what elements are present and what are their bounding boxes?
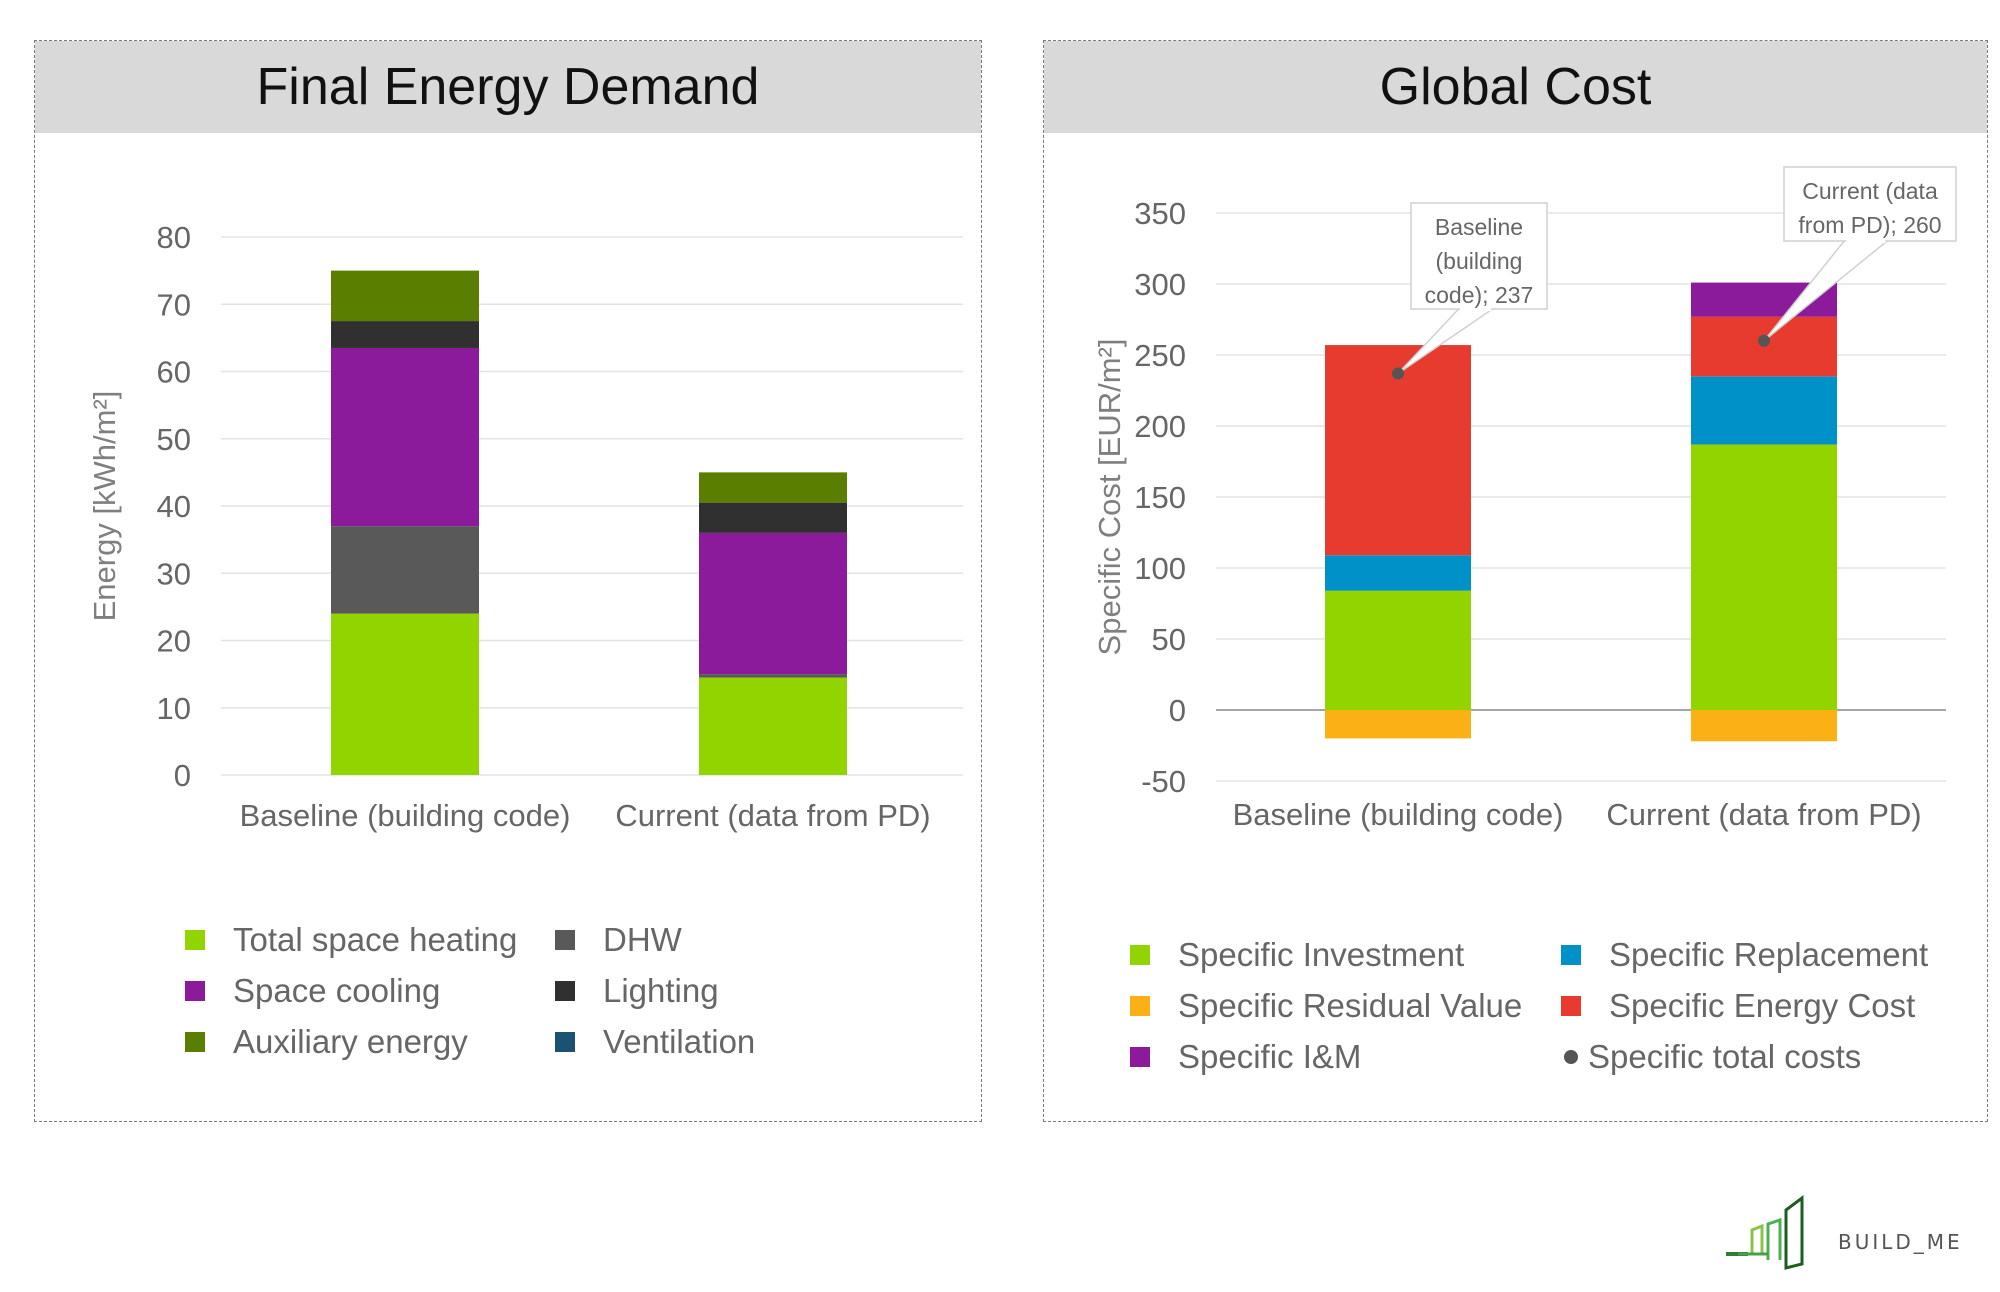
chart-title: Final Energy Demand	[35, 41, 981, 133]
bar-segment	[699, 677, 847, 775]
bar-segment	[1325, 345, 1471, 556]
legend-item: Specific Investment	[1130, 936, 1464, 974]
y-tick-label: 350	[1134, 196, 1186, 231]
bar-segment	[1325, 710, 1471, 739]
legend-label: Lighting	[603, 972, 719, 1009]
bar-segment	[331, 347, 479, 527]
y-tick-label: 300	[1134, 267, 1186, 302]
y-tick-label: 20	[157, 624, 191, 659]
callout-box	[1783, 166, 1957, 242]
y-tick-label: -50	[1141, 764, 1186, 799]
y-tick-label: 70	[157, 287, 191, 322]
legend-label: Ventilation	[603, 1023, 756, 1060]
y-tick-label: 250	[1134, 338, 1186, 373]
legend-item: Specific Replacement	[1561, 936, 1928, 974]
y-axis-label: Specific Cost [EUR/m²]	[1092, 339, 1127, 656]
bar-segment	[699, 674, 847, 678]
bar-segment	[1691, 376, 1837, 445]
legend-label: Total space heating	[233, 921, 518, 958]
legend-item: DHW	[555, 921, 682, 959]
callout-joint	[1845, 239, 1886, 243]
y-tick-label: 60	[157, 355, 191, 390]
callout-joint	[1459, 307, 1492, 311]
build-me-logo: BUILD_ME	[1718, 1190, 1988, 1280]
x-category-label: Current (data from PD)	[1606, 797, 1921, 832]
total-cost-point	[1758, 334, 1770, 347]
y-tick-label: 150	[1134, 480, 1186, 515]
legend-swatch	[185, 930, 205, 950]
bar-segment	[699, 502, 847, 533]
y-tick-label: 200	[1134, 409, 1186, 444]
legend-swatch	[1564, 1050, 1578, 1064]
bar-segment	[331, 613, 479, 775]
callout-box	[1410, 202, 1548, 310]
legend-swatch	[555, 981, 575, 1001]
legend-swatch	[185, 1032, 205, 1052]
legend-item: Lighting	[555, 972, 719, 1010]
legend-swatch	[1561, 996, 1581, 1016]
bar-segment	[1691, 444, 1837, 710]
data-label: Baseline	[1435, 214, 1523, 240]
legend-swatch	[1130, 996, 1150, 1016]
legend-label: DHW	[603, 921, 682, 958]
bar-segment	[331, 321, 479, 348]
logo-text: BUILD_ME	[1838, 1230, 1963, 1254]
bar-segment	[1691, 710, 1837, 742]
legend-item: Specific Residual Value	[1130, 987, 1522, 1025]
legend-item: Specific I&M	[1130, 1038, 1361, 1076]
y-tick-label: 0	[1169, 693, 1186, 728]
y-tick-label: 100	[1134, 551, 1186, 586]
y-tick-label: 0	[174, 758, 191, 793]
legend-swatch	[1561, 945, 1581, 965]
legend-label: Space cooling	[233, 972, 441, 1009]
legend-item: Auxiliary energy	[185, 1023, 468, 1061]
final-energy-demand-panel: Final Energy Demand 0 10 20 30 40 50 60 70 80 Ene…	[34, 40, 982, 1122]
bar-segment	[331, 526, 479, 614]
legend-item: Ventilation	[555, 1023, 755, 1061]
y-tick-label: 30	[157, 556, 191, 591]
x-category-label: Baseline (building code)	[240, 798, 571, 833]
chart-title: Global Cost	[1044, 41, 1987, 133]
legend-item: Space cooling	[185, 972, 440, 1010]
y-tick-label: 50	[157, 422, 191, 457]
legend-label: Specific Investment	[1178, 936, 1465, 973]
legend-item: Total space heating	[185, 921, 517, 959]
legend-swatch	[1130, 945, 1150, 965]
y-tick-label: 40	[157, 489, 191, 524]
y-tick-label: 80	[157, 220, 191, 255]
x-category-label: Baseline (building code)	[1233, 797, 1564, 832]
data-label: code); 237	[1425, 282, 1534, 308]
y-tick-label: 10	[157, 691, 191, 726]
legend-swatch	[555, 1032, 575, 1052]
total-cost-point	[1392, 367, 1404, 380]
energy-chart: 0 10 20 30 40 50 60 70 80 Energy [kWh/m²] Baseline…	[87, 220, 963, 833]
data-label: (building	[1436, 248, 1523, 274]
y-tick-label: 50	[1152, 622, 1186, 657]
legend-label: Specific Replacement	[1609, 936, 1929, 973]
legend-label: Specific I&M	[1178, 1038, 1362, 1075]
legend-label: Auxiliary energy	[233, 1023, 468, 1060]
legend-swatch	[555, 930, 575, 950]
data-label: from PD); 260	[1798, 212, 1941, 238]
bar-segment	[1325, 555, 1471, 591]
data-label: Current (data	[1802, 178, 1938, 204]
global-cost-panel: Global Cost -50 0 50 100 150 200 250 300 350 Spec…	[1043, 40, 1988, 1122]
legend-item: Specific total costs	[1561, 1038, 1861, 1076]
bar-segment	[331, 270, 479, 322]
bar-segment	[699, 532, 847, 675]
y-axis-label: Energy [kWh/m²]	[87, 391, 122, 622]
cost-chart: -50 0 50 100 150 200 250 300 350 Specific Cost [E…	[1092, 166, 1957, 832]
x-category-label: Current (data from PD)	[615, 798, 930, 833]
legend-label: Specific Residual Value	[1178, 987, 1523, 1024]
legend-item: Specific Energy Cost	[1561, 987, 1915, 1025]
legend-label: Specific Energy Cost	[1609, 987, 1916, 1024]
legend-label: Specific total costs	[1588, 1038, 1862, 1075]
building-logo-icon	[1726, 1195, 1804, 1270]
legend-swatch	[185, 981, 205, 1001]
bar-segment	[1325, 590, 1471, 710]
bar-segment	[699, 472, 847, 503]
legend-swatch	[1130, 1047, 1150, 1067]
